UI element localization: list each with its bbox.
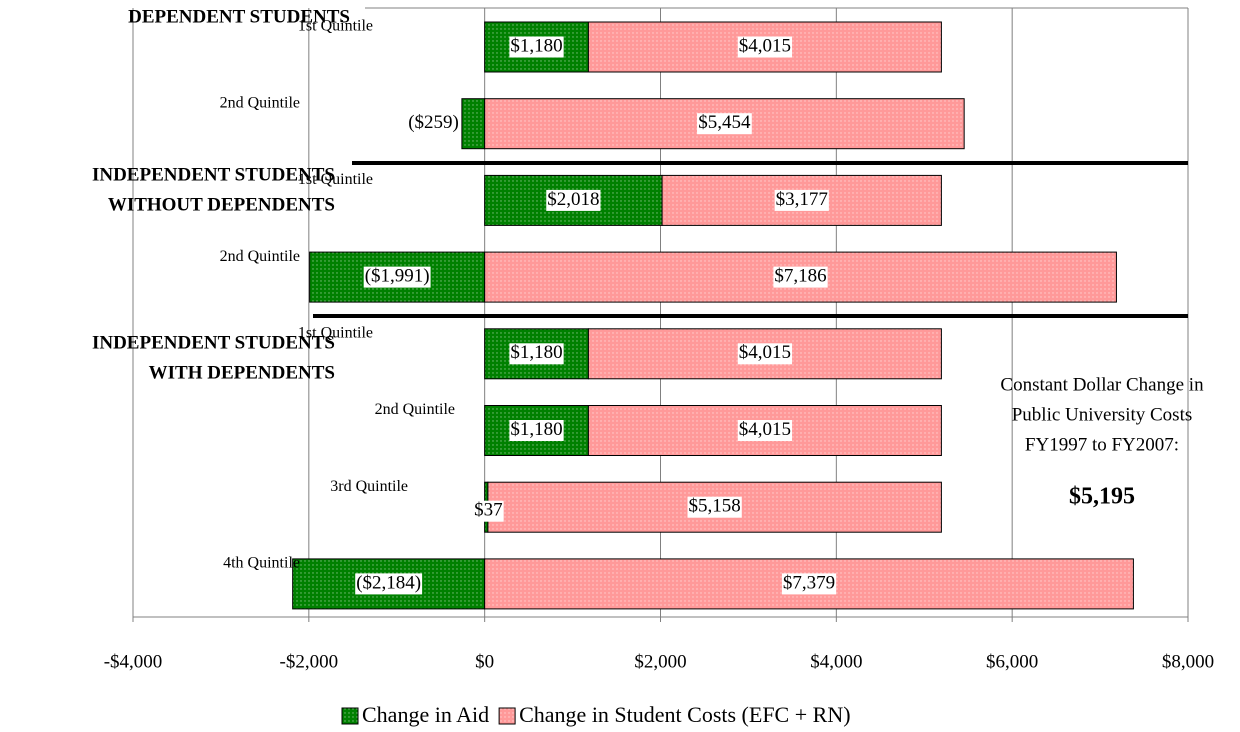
- value-label: $4,015: [739, 342, 791, 363]
- x-tick-label: $6,000: [986, 651, 1038, 672]
- category-label: 1st Quintile: [298, 18, 373, 35]
- bar: [484, 251, 1117, 303]
- value-label-bg: [363, 266, 431, 288]
- x-tick-label: $4,000: [810, 651, 862, 672]
- category-label: 2nd Quintile: [220, 248, 300, 265]
- annotation: FY1997 to FY2007:: [1025, 434, 1179, 455]
- value-label: $1,180: [510, 35, 562, 56]
- value-label-bg: [697, 113, 752, 135]
- category-label: 2nd Quintile: [375, 401, 455, 418]
- annotation-total: $5,195: [1069, 484, 1135, 510]
- annotation: Public University Costs: [1012, 404, 1193, 425]
- category-label: 1st Quintile: [298, 171, 373, 188]
- group-label: WITH DEPENDENTS: [149, 362, 335, 383]
- value-label-bg: [737, 36, 793, 58]
- value-label-bg: [509, 36, 564, 58]
- value-label: $4,015: [739, 419, 791, 440]
- x-tick-label: -$2,000: [280, 651, 339, 672]
- value-label: $7,186: [774, 265, 826, 286]
- value-label-bg: [355, 573, 423, 595]
- x-tick-label: $0: [475, 651, 494, 672]
- bar: [661, 174, 942, 226]
- value-label: $7,379: [783, 572, 835, 593]
- category-label: 3rd Quintile: [330, 478, 408, 495]
- value-label: $37: [474, 500, 503, 521]
- category-label: 2nd Quintile: [220, 94, 300, 111]
- value-label: ($2,184): [356, 572, 421, 593]
- value-label: $5,158: [689, 496, 741, 517]
- bar: [484, 174, 663, 226]
- bar: [461, 98, 486, 150]
- value-label-bg: [781, 573, 837, 595]
- legend-label: Change in Student Costs (EFC + RN): [519, 702, 850, 727]
- value-label-bg: [473, 500, 504, 522]
- value-label-bg: [546, 189, 601, 211]
- value-label-bg: [773, 266, 828, 288]
- value-label: ($259): [408, 112, 459, 133]
- legend-swatch: [341, 707, 359, 725]
- legend-swatch: [498, 707, 516, 725]
- x-tick-label: $2,000: [634, 651, 686, 672]
- value-label-bg: [774, 189, 829, 211]
- group-label: INDEPENDENT STUDENTS: [92, 332, 335, 353]
- value-label: $4,015: [739, 35, 791, 56]
- annotation: Constant Dollar Change in: [1000, 374, 1204, 395]
- x-tick-label: -$4,000: [104, 651, 163, 672]
- value-label-bg: [407, 113, 460, 135]
- category-label: 4th Quintile: [223, 555, 300, 572]
- group-label: DEPENDENT STUDENTS: [128, 6, 350, 27]
- group-label: INDEPENDENT STUDENTS: [92, 164, 335, 185]
- value-label-bg: [687, 496, 742, 518]
- value-label-bg: [737, 343, 793, 365]
- value-label: $1,180: [510, 342, 562, 363]
- value-label: $1,180: [510, 419, 562, 440]
- value-label-bg: [737, 420, 793, 441]
- value-label: $2,018: [547, 189, 599, 210]
- value-label: $5,454: [698, 112, 751, 133]
- legend-label: Change in Aid: [362, 702, 489, 727]
- value-label-bg: [509, 343, 564, 365]
- x-tick-label: $8,000: [1162, 651, 1214, 672]
- group-label: WITHOUT DEPENDENTS: [108, 194, 335, 215]
- category-label: 1st Quintile: [298, 324, 373, 341]
- value-label-bg: [509, 420, 564, 441]
- value-label: ($1,991): [365, 265, 430, 286]
- value-label: $3,177: [776, 189, 828, 210]
